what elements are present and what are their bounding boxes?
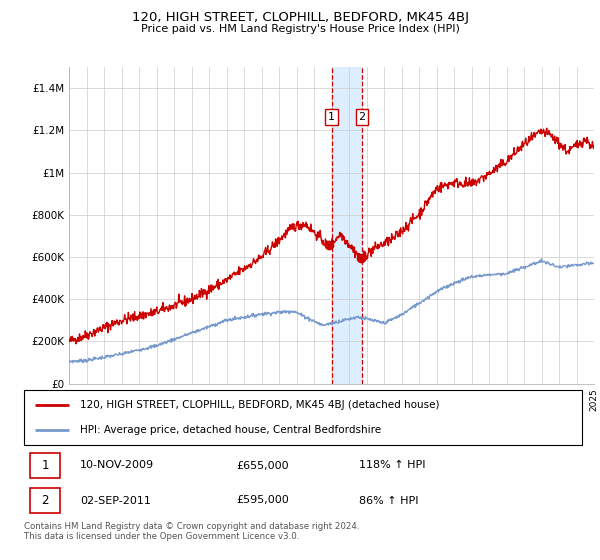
Text: Contains HM Land Registry data © Crown copyright and database right 2024.
This d: Contains HM Land Registry data © Crown c… [24,522,359,542]
Text: 10-NOV-2009: 10-NOV-2009 [80,460,154,470]
Text: 02-SEP-2011: 02-SEP-2011 [80,496,151,506]
Bar [29,453,60,478]
Text: £595,000: £595,000 [236,496,289,506]
Text: £655,000: £655,000 [236,460,289,470]
Text: 2: 2 [41,494,49,507]
Text: 118% ↑ HPI: 118% ↑ HPI [359,460,425,470]
Bar [29,488,60,513]
Text: HPI: Average price, detached house, Central Bedfordshire: HPI: Average price, detached house, Cent… [80,426,381,435]
Text: 120, HIGH STREET, CLOPHILL, BEDFORD, MK45 4BJ: 120, HIGH STREET, CLOPHILL, BEDFORD, MK4… [131,11,469,24]
Text: 86% ↑ HPI: 86% ↑ HPI [359,496,418,506]
Bar [331,67,362,384]
Text: 1: 1 [328,112,335,122]
Text: Price paid vs. HM Land Registry's House Price Index (HPI): Price paid vs. HM Land Registry's House … [140,24,460,34]
Text: 1: 1 [41,459,49,472]
Text: 2: 2 [359,112,365,122]
Text: 120, HIGH STREET, CLOPHILL, BEDFORD, MK45 4BJ (detached house): 120, HIGH STREET, CLOPHILL, BEDFORD, MK4… [80,400,439,410]
